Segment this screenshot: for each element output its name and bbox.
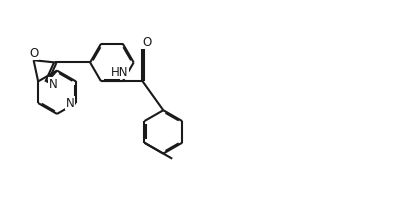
Text: O: O bbox=[29, 47, 38, 60]
Text: N: N bbox=[49, 78, 58, 91]
Text: O: O bbox=[142, 36, 151, 49]
Text: HN: HN bbox=[111, 66, 128, 79]
Text: N: N bbox=[66, 97, 75, 110]
